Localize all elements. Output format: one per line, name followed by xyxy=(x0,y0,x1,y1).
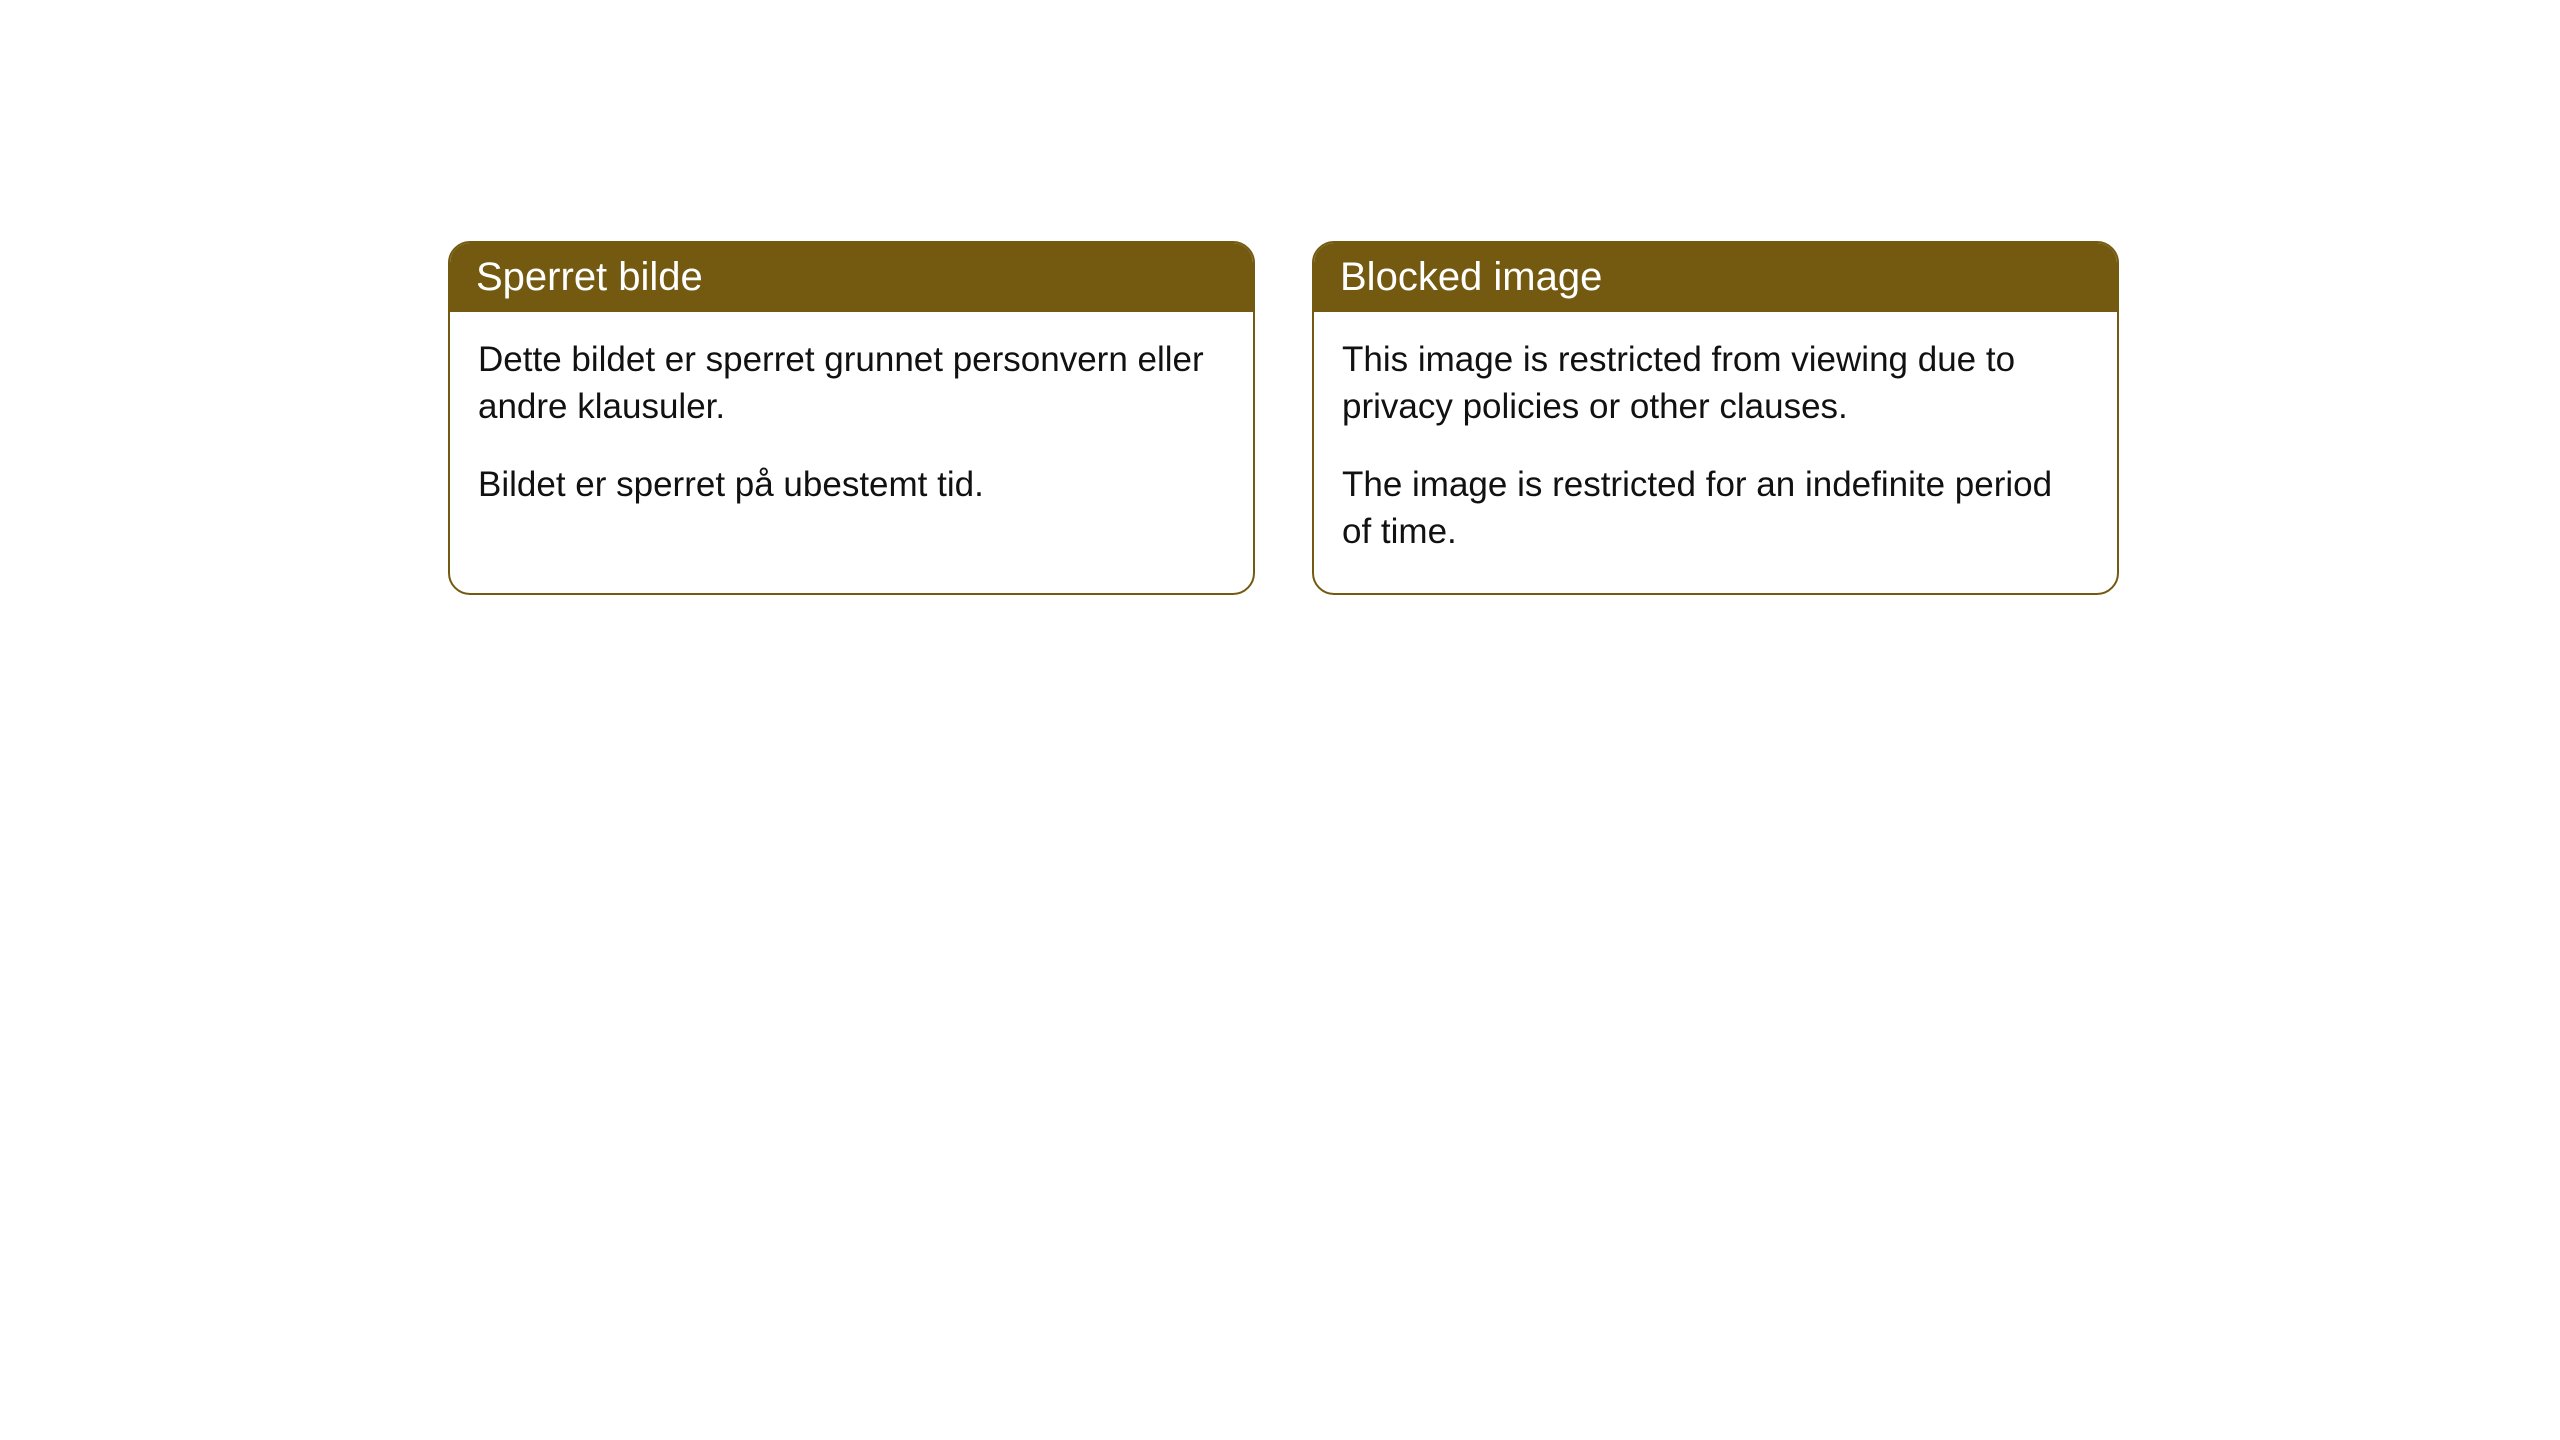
card-paragraph-2-english: The image is restricted for an indefinit… xyxy=(1342,461,2089,556)
card-header-norwegian: Sperret bilde xyxy=(450,243,1253,312)
card-body-english: This image is restricted from viewing du… xyxy=(1314,312,2117,593)
blocked-image-card-english: Blocked image This image is restricted f… xyxy=(1312,241,2119,595)
card-paragraph-2-norwegian: Bildet er sperret på ubestemt tid. xyxy=(478,461,1225,508)
card-body-norwegian: Dette bildet er sperret grunnet personve… xyxy=(450,312,1253,546)
card-paragraph-1-english: This image is restricted from viewing du… xyxy=(1342,336,2089,431)
card-header-english: Blocked image xyxy=(1314,243,2117,312)
notice-cards-container: Sperret bilde Dette bildet er sperret gr… xyxy=(448,241,2119,595)
card-paragraph-1-norwegian: Dette bildet er sperret grunnet personve… xyxy=(478,336,1225,431)
blocked-image-card-norwegian: Sperret bilde Dette bildet er sperret gr… xyxy=(448,241,1255,595)
